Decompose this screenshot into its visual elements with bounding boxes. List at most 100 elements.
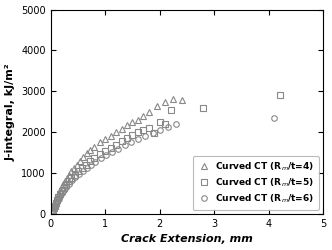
Curved CT (R$_m$/t=4) xyxy=(67,173,71,176)
Curved CT (R$_m$/t=4) xyxy=(61,183,65,186)
Curved CT (R$_m$/t=6) xyxy=(57,198,61,200)
Curved CT (R$_m$/t=6) xyxy=(143,135,147,138)
Curved CT (R$_m$/t=5) xyxy=(80,166,84,169)
Curved CT (R$_m$/t=5) xyxy=(152,132,156,135)
Curved CT (R$_m$/t=4) xyxy=(88,148,92,151)
Curved CT (R$_m$/t=6) xyxy=(110,150,114,153)
Curved CT (R$_m$/t=6) xyxy=(99,157,103,160)
Curved CT (R$_m$/t=5) xyxy=(125,136,129,140)
Curved CT (R$_m$/t=5) xyxy=(109,146,113,149)
Curved CT (R$_m$/t=5) xyxy=(163,122,167,126)
Curved CT (R$_m$/t=6) xyxy=(58,194,62,198)
Curved CT (R$_m$/t=5) xyxy=(141,128,145,131)
Curved CT (R$_m$/t=5) xyxy=(62,186,66,189)
Curved CT (R$_m$/t=5) xyxy=(64,183,68,186)
Curved CT (R$_m$/t=5) xyxy=(278,94,282,97)
Curved CT (R$_m$/t=4) xyxy=(57,191,61,194)
Curved CT (R$_m$/t=6) xyxy=(151,132,155,135)
Curved CT (R$_m$/t=4) xyxy=(171,97,175,100)
Curved CT (R$_m$/t=4) xyxy=(58,188,62,192)
Y-axis label: J-integral, kJ/m²: J-integral, kJ/m² xyxy=(6,63,16,160)
Curved CT (R$_m$/t=4) xyxy=(65,176,69,180)
Curved CT (R$_m$/t=5) xyxy=(58,192,62,196)
Curved CT (R$_m$/t=4) xyxy=(75,164,79,166)
Curved CT (R$_m$/t=5) xyxy=(92,156,96,160)
Curved CT (R$_m$/t=6) xyxy=(81,170,85,172)
Curved CT (R$_m$/t=4) xyxy=(125,124,129,126)
Line: Curved CT (R$_m$/t=5): Curved CT (R$_m$/t=5) xyxy=(50,93,283,214)
Curved CT (R$_m$/t=4) xyxy=(155,104,159,107)
Curved CT (R$_m$/t=5) xyxy=(55,198,59,202)
Curved CT (R$_m$/t=5) xyxy=(114,143,118,146)
Curved CT (R$_m$/t=6) xyxy=(67,182,71,185)
Curved CT (R$_m$/t=6) xyxy=(272,116,276,119)
Curved CT (R$_m$/t=6) xyxy=(166,126,170,128)
Curved CT (R$_m$/t=5) xyxy=(147,127,151,130)
Curved CT (R$_m$/t=4) xyxy=(163,101,167,104)
Curved CT (R$_m$/t=5) xyxy=(158,120,162,124)
Curved CT (R$_m$/t=5) xyxy=(103,150,107,153)
Curved CT (R$_m$/t=4) xyxy=(63,180,67,183)
Curved CT (R$_m$/t=6) xyxy=(52,208,56,211)
Curved CT (R$_m$/t=4) xyxy=(52,206,56,209)
Curved CT (R$_m$/t=6) xyxy=(174,122,178,126)
Curved CT (R$_m$/t=5) xyxy=(53,204,57,207)
Curved CT (R$_m$/t=5) xyxy=(136,130,140,133)
Curved CT (R$_m$/t=6) xyxy=(123,144,127,147)
Curved CT (R$_m$/t=5) xyxy=(56,196,60,199)
Curved CT (R$_m$/t=6) xyxy=(116,147,120,150)
Curved CT (R$_m$/t=6) xyxy=(136,138,140,141)
Curved CT (R$_m$/t=6) xyxy=(129,140,133,143)
Curved CT (R$_m$/t=6) xyxy=(73,176,77,179)
Curved CT (R$_m$/t=6) xyxy=(62,188,66,192)
Line: Curved CT (R$_m$/t=4): Curved CT (R$_m$/t=4) xyxy=(50,96,184,213)
Curved CT (R$_m$/t=4) xyxy=(85,152,89,154)
Curved CT (R$_m$/t=4) xyxy=(51,208,55,212)
Curved CT (R$_m$/t=5) xyxy=(201,106,205,109)
Curved CT (R$_m$/t=4) xyxy=(56,194,60,197)
Curved CT (R$_m$/t=4) xyxy=(59,186,63,189)
Legend: Curved CT (R$_m$/t=4), Curved CT (R$_m$/t=5), Curved CT (R$_m$/t=6): Curved CT (R$_m$/t=4), Curved CT (R$_m$/… xyxy=(193,156,319,210)
Curved CT (R$_m$/t=4) xyxy=(81,155,85,158)
Curved CT (R$_m$/t=4) xyxy=(114,130,118,133)
Curved CT (R$_m$/t=4) xyxy=(98,141,102,144)
Curved CT (R$_m$/t=6) xyxy=(85,167,89,170)
Curved CT (R$_m$/t=5) xyxy=(76,170,80,173)
Curved CT (R$_m$/t=4) xyxy=(147,110,151,113)
Curved CT (R$_m$/t=4) xyxy=(54,200,58,203)
Curved CT (R$_m$/t=5) xyxy=(54,202,58,204)
Curved CT (R$_m$/t=6) xyxy=(53,206,57,208)
Curved CT (R$_m$/t=5) xyxy=(51,209,55,212)
Curved CT (R$_m$/t=5) xyxy=(98,153,102,156)
Curved CT (R$_m$/t=6) xyxy=(64,185,68,188)
Curved CT (R$_m$/t=4) xyxy=(109,134,113,137)
Curved CT (R$_m$/t=5) xyxy=(84,163,88,166)
Curved CT (R$_m$/t=6) xyxy=(89,164,93,166)
Curved CT (R$_m$/t=5) xyxy=(59,190,63,193)
Curved CT (R$_m$/t=4) xyxy=(120,128,124,130)
Curved CT (R$_m$/t=6) xyxy=(54,203,58,206)
Curved CT (R$_m$/t=5) xyxy=(88,159,92,162)
Curved CT (R$_m$/t=5) xyxy=(120,139,124,142)
Curved CT (R$_m$/t=4) xyxy=(92,146,96,148)
Curved CT (R$_m$/t=5) xyxy=(73,173,77,176)
Curved CT (R$_m$/t=4) xyxy=(141,114,145,117)
Curved CT (R$_m$/t=4) xyxy=(55,197,59,200)
Curved CT (R$_m$/t=4) xyxy=(72,167,76,170)
Curved CT (R$_m$/t=6) xyxy=(77,173,81,176)
X-axis label: Crack Extension, mm: Crack Extension, mm xyxy=(121,234,253,244)
Curved CT (R$_m$/t=5) xyxy=(52,207,56,210)
Curved CT (R$_m$/t=6) xyxy=(51,210,55,213)
Curved CT (R$_m$/t=6) xyxy=(60,192,64,195)
Line: Curved CT (R$_m$/t=6): Curved CT (R$_m$/t=6) xyxy=(50,115,277,214)
Curved CT (R$_m$/t=4) xyxy=(78,159,82,162)
Curved CT (R$_m$/t=4) xyxy=(136,118,140,122)
Curved CT (R$_m$/t=4) xyxy=(69,170,73,173)
Curved CT (R$_m$/t=5) xyxy=(130,134,134,136)
Curved CT (R$_m$/t=4) xyxy=(130,120,134,124)
Curved CT (R$_m$/t=4) xyxy=(180,98,184,101)
Curved CT (R$_m$/t=4) xyxy=(103,138,107,141)
Curved CT (R$_m$/t=6) xyxy=(55,200,59,203)
Curved CT (R$_m$/t=4) xyxy=(53,203,57,206)
Curved CT (R$_m$/t=6) xyxy=(70,179,74,182)
